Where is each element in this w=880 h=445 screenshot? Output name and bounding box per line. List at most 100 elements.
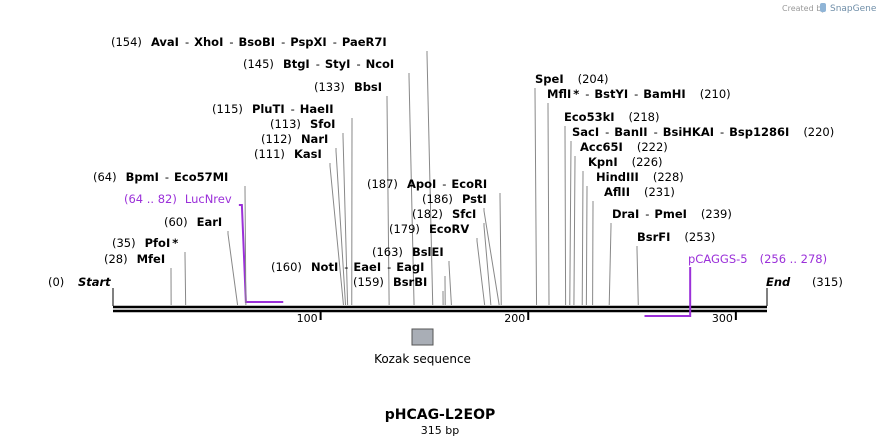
site-bslei[interactable]: (163) BslEI <box>372 245 452 306</box>
site-pfoi[interactable]: (35) PfoI * <box>112 236 187 306</box>
name-separator: - <box>634 87 638 101</box>
name-separator: - <box>585 87 589 101</box>
site-position: (28) <box>104 252 128 266</box>
site-drai[interactable]: DraI - PmeI (239) <box>608 207 732 306</box>
site-spei[interactable]: SpeI (204) <box>534 72 609 306</box>
site-sfci[interactable]: (182) SfcI <box>412 207 492 306</box>
enzyme-name: ApoI <box>407 177 436 191</box>
primer-arrow <box>238 204 284 303</box>
enzyme-name: EagI <box>396 260 424 274</box>
site-connector <box>585 186 588 306</box>
start-text: Start <box>78 275 111 289</box>
enzyme-name: SfoI <box>310 117 335 131</box>
enzyme-name: BamHI <box>643 87 685 101</box>
enzyme-name: PfoI <box>145 236 171 250</box>
scale-tick-label: 100 <box>297 312 318 325</box>
site-mfei[interactable]: (28) MfeI <box>104 252 172 306</box>
star-marker: * <box>573 87 579 101</box>
site-position: (218) <box>629 110 660 124</box>
end-position: (315) <box>812 275 843 289</box>
site-hindiii[interactable]: HindIII (228) <box>585 170 684 306</box>
primer-lucnrev[interactable]: (64 .. 82) LucNrev <box>124 192 284 303</box>
site-eco53ki[interactable]: Eco53kI (218) <box>564 110 660 306</box>
site-position: (115) <box>212 102 243 116</box>
site-position: (187) <box>367 177 398 191</box>
name-separator: - <box>165 170 169 184</box>
site-label: (159) BsrBI <box>353 275 427 289</box>
site-position: (210) <box>700 87 731 101</box>
site-position: (145) <box>243 57 274 71</box>
site-label: (133) BbsI <box>314 80 382 94</box>
enzyme-name: EarI <box>197 215 223 229</box>
name-separator: - <box>442 177 446 191</box>
site-bsrfi[interactable]: BsrFI (253) <box>636 230 715 306</box>
site-avai[interactable]: (154) AvaI - XhoI - BsoBI - PspXI - PaeR7I <box>111 35 434 306</box>
site-connector <box>483 208 500 306</box>
name-separator: - <box>344 260 348 274</box>
site-label: DraI - PmeI (239) <box>612 207 732 221</box>
site-label: BsrFI (253) <box>637 230 715 244</box>
name-separator: - <box>645 207 649 221</box>
enzyme-name: BsrFI <box>637 230 670 244</box>
site-nari[interactable]: (112) NarI <box>261 132 347 306</box>
enzyme-name: NarI <box>301 132 328 146</box>
site-bbsi[interactable]: (133) BbsI <box>314 80 390 306</box>
site-connector <box>569 141 572 306</box>
enzyme-name: BsiHKAI <box>663 125 714 139</box>
credit-text: Created by <box>782 4 826 13</box>
site-connector <box>342 133 349 306</box>
site-aflii[interactable]: AflII (231) <box>592 185 675 306</box>
site-bpmi[interactable]: (64) BpmI - Eco57MI <box>93 170 247 306</box>
site-noti[interactable]: (160) NotI - EaeI - EagI <box>271 260 446 306</box>
site-position: (228) <box>653 170 684 184</box>
site-kasi[interactable]: (111) KasI <box>254 147 344 306</box>
enzyme-name: BpmI <box>126 170 159 184</box>
name-separator: - <box>229 35 233 49</box>
map-title: pHCAG-L2EOP <box>385 407 496 423</box>
enzyme-name: PmeI <box>654 207 687 221</box>
enzyme-name: PspXI <box>290 35 326 49</box>
name-separator: - <box>281 35 285 49</box>
site-acc65i[interactable]: Acc65I (222) <box>573 140 668 306</box>
site-connector <box>581 171 584 306</box>
site-label: (28) MfeI <box>104 252 165 266</box>
site-connector <box>244 186 247 306</box>
enzyme-name: BtgI <box>283 57 310 71</box>
name-separator: - <box>605 125 609 139</box>
enzyme-name: AvaI <box>151 35 179 49</box>
site-psti[interactable]: (186) PstI <box>422 192 500 306</box>
site-connector <box>448 261 452 306</box>
site-btgi[interactable]: (145) BtgI - StyI - NcoI <box>243 57 415 306</box>
site-kpni[interactable]: KpnI (226) <box>581 155 663 306</box>
features: Kozak sequence <box>374 328 471 366</box>
site-label: (179) EcoRV <box>389 222 469 236</box>
site-saci[interactable]: SacI - BanII - BsiHKAI - Bsp1286I (220) <box>569 125 834 306</box>
site-connector <box>386 96 390 306</box>
site-position: (186) <box>422 192 453 206</box>
primer-pcaggs-5[interactable]: pCAGGS-5 (256 .. 278) <box>644 252 828 317</box>
enzyme-name: Eco53kI <box>564 110 615 124</box>
site-label: (64) BpmI - Eco57MI <box>93 170 228 184</box>
site-sfoi[interactable]: (113) SfoI <box>270 117 349 306</box>
site-bsrbi[interactable]: (159) BsrBI <box>353 275 444 306</box>
name-separator: - <box>654 125 658 139</box>
site-eari[interactable]: (60) EarI <box>164 215 239 306</box>
site-label: (112) NarI <box>261 132 328 146</box>
enzyme-name: EcoRV <box>429 222 469 236</box>
enzyme-name: KpnI <box>588 155 618 169</box>
enzyme-name: MfeI <box>137 252 166 266</box>
star-marker: * <box>172 236 178 250</box>
site-label: (182) SfcI <box>412 207 476 221</box>
site-mfli[interactable]: MflI * - BstYI - BamHI (210) <box>547 87 731 306</box>
name-separator: - <box>185 35 189 49</box>
site-position: (182) <box>412 207 443 221</box>
site-position: (220) <box>803 125 834 139</box>
site-apoi[interactable]: (187) ApoI - EcoRI <box>367 177 502 306</box>
site-pluti[interactable]: (115) PluTI - HaeII <box>212 102 353 306</box>
scale-ticks: 100 200 300 <box>297 312 737 325</box>
site-position: (154) <box>111 35 142 49</box>
site-ecorv[interactable]: (179) EcoRV <box>389 222 486 306</box>
feature-box[interactable] <box>411 328 434 346</box>
site-connector <box>636 246 639 306</box>
restriction-sites: (154) AvaI - XhoI - BsoBI - PspXI - PaeR7I(145) Bt… <box>93 35 834 306</box>
